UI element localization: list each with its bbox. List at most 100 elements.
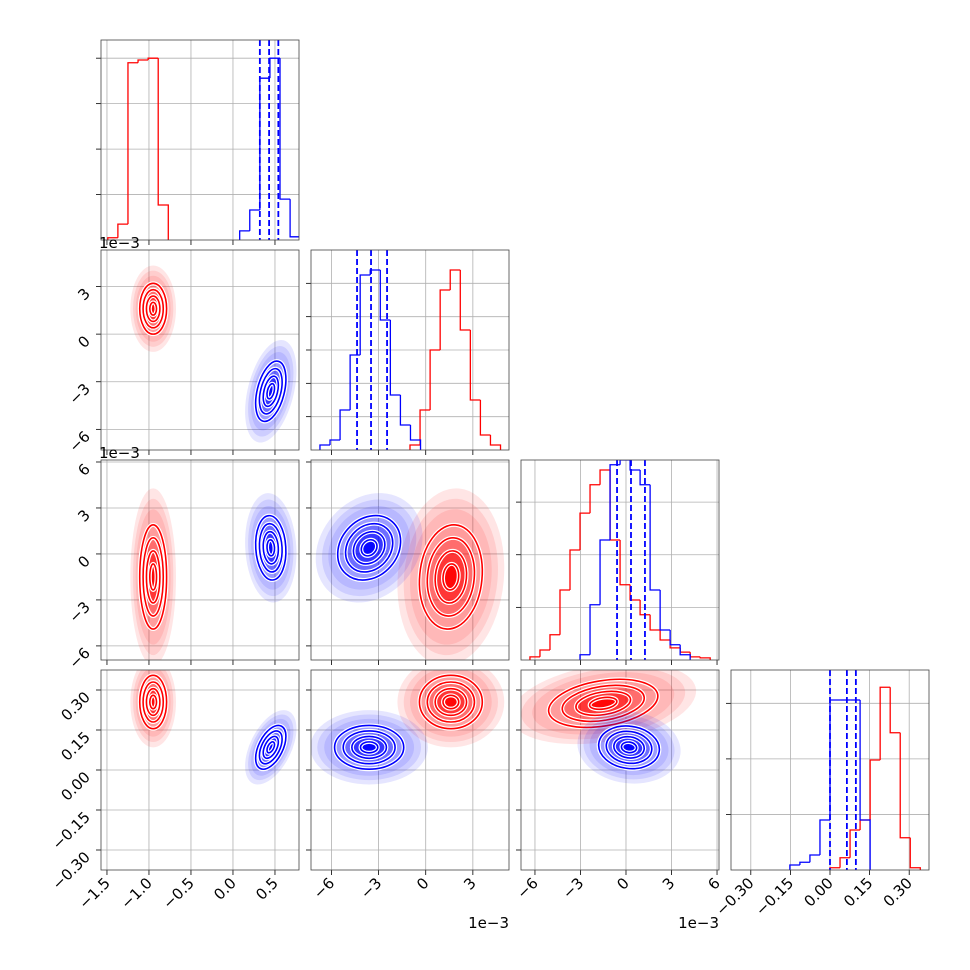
contour: [142, 288, 165, 329]
hist-step: [859, 700, 871, 870]
contour: [142, 681, 165, 723]
x-tick-label: 0.5: [252, 874, 282, 904]
hist-step: [539, 649, 550, 657]
x-tick-label: −6: [310, 874, 338, 902]
contour: [351, 735, 388, 760]
y-tick-label: 6: [74, 460, 93, 479]
hist-step: [849, 829, 861, 858]
panel: [101, 670, 299, 870]
y-tick-label: −0.30: [49, 848, 94, 893]
hist-step: [839, 857, 851, 868]
contour: [149, 563, 158, 591]
contour: [342, 730, 396, 765]
contour: [149, 694, 158, 710]
contour: [418, 524, 484, 630]
hist-step: [349, 354, 361, 410]
offset-text: 1e−3: [99, 234, 140, 252]
hist-step: [659, 590, 671, 631]
hist-step: [699, 656, 711, 660]
hist-step: [589, 484, 601, 514]
contour: [254, 724, 287, 770]
hist-step: [117, 223, 128, 238]
panel: [101, 460, 299, 660]
y-tick-label: 0: [74, 552, 93, 571]
panel-frame: [100, 249, 300, 451]
panel: [101, 250, 299, 450]
contour: [442, 694, 460, 710]
contour: [418, 674, 484, 730]
y-tick-label: 3: [74, 285, 93, 304]
panel: [311, 250, 509, 450]
x-tick-label: −6: [513, 874, 541, 902]
hist-step: [479, 400, 491, 436]
contour: [262, 530, 280, 565]
y-tick-label: 0.00: [57, 768, 93, 804]
hist-step: [609, 470, 621, 541]
contour: [620, 741, 638, 754]
x-tick-label: −3: [357, 874, 385, 902]
contour: [426, 537, 476, 617]
contour: [262, 375, 280, 408]
hist-step: [239, 230, 250, 240]
contour: [258, 522, 283, 573]
contour: [254, 360, 287, 423]
hist-step: [409, 444, 421, 450]
contour: [597, 725, 661, 770]
contour: [352, 530, 386, 565]
hist-step: [559, 589, 571, 635]
hist-step: [449, 269, 461, 290]
hist-step: [859, 819, 871, 830]
contour: [434, 687, 468, 717]
hist-step: [329, 439, 341, 445]
hist-step: [399, 395, 411, 426]
contour: [145, 550, 161, 604]
contour: [258, 730, 283, 765]
x-tick-label: 3: [460, 874, 479, 893]
hist-step: [289, 199, 299, 238]
hist-step: [889, 687, 901, 734]
hist-step: [879, 686, 891, 760]
contour: [442, 563, 460, 591]
contour: [613, 735, 646, 759]
panel-frame: [310, 249, 510, 451]
hist-step: [579, 654, 591, 660]
panel-frame: [520, 459, 720, 661]
hist-step: [869, 759, 881, 820]
contour: [336, 514, 402, 581]
contour: [266, 741, 276, 754]
hist-step: [279, 58, 291, 200]
hist-step: [157, 58, 169, 240]
panel: [731, 670, 929, 870]
hist-step: [799, 861, 810, 865]
hist-step: [629, 584, 641, 601]
contour: [588, 696, 618, 711]
panel-frame: [100, 39, 300, 241]
panel-frame: [310, 459, 510, 661]
y-tick-label: 0: [74, 332, 93, 351]
contour: [142, 537, 165, 617]
x-tick-label: −0.5: [159, 874, 197, 912]
contour: [360, 538, 378, 557]
contour: [138, 524, 168, 630]
x-tick-label: 0: [413, 874, 432, 893]
x-tick-label: −1.5: [75, 874, 113, 912]
panel: [311, 670, 509, 870]
hist-step: [619, 460, 631, 465]
hist-step: [679, 644, 691, 660]
contour: [138, 282, 168, 335]
hist-step: [819, 819, 830, 855]
hist-step: [899, 732, 911, 839]
hist-step: [339, 409, 351, 440]
hist-step: [127, 62, 139, 225]
hist-step: [319, 444, 331, 450]
hist-step: [107, 237, 118, 240]
hist-step: [249, 209, 260, 231]
hist-step: [459, 270, 471, 331]
hist-step: [579, 512, 591, 550]
contour: [561, 684, 645, 723]
offset-text: 1e−3: [468, 914, 509, 932]
contour: [262, 735, 280, 760]
contour: [426, 681, 476, 723]
hist-step: [409, 425, 422, 450]
